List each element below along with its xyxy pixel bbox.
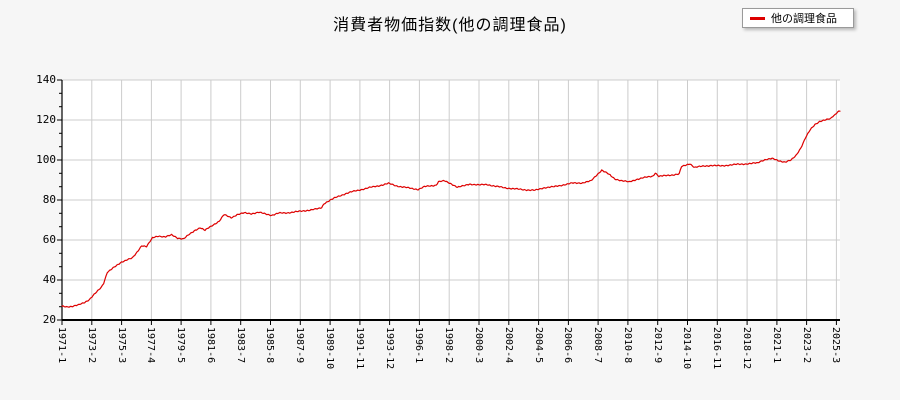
x-tick-label: 1996-1	[413, 327, 425, 364]
x-tick-label: 1989-10	[324, 327, 336, 370]
x-tick-label: 2018-12	[741, 327, 753, 370]
x-tick-label: 2016-11	[711, 327, 723, 370]
x-tick-label: 1983-7	[234, 327, 246, 364]
legend-line-swatch	[750, 16, 765, 20]
x-tick-label: 1987-9	[294, 327, 306, 364]
y-tick-label: 100	[36, 153, 56, 166]
y-tick-label: 120	[36, 113, 56, 126]
x-tick-label: 1985-8	[264, 327, 276, 364]
x-tick-label: 2008-7	[592, 327, 604, 364]
plot-area	[57, 79, 841, 325]
x-tick-label: 1975-3	[115, 327, 127, 364]
y-tick-label: 60	[42, 233, 56, 246]
x-tick-label: 1981-6	[204, 327, 216, 364]
x-tick-label: 2021-1	[770, 327, 782, 364]
x-tick-label: 2012-9	[651, 327, 663, 364]
x-tick-label: 2025-3	[830, 327, 842, 364]
x-tick-label: 2023-2	[800, 327, 812, 364]
y-tick-label: 140	[36, 73, 56, 86]
series-line	[61, 110, 841, 308]
y-tick-label: 40	[42, 273, 56, 286]
x-tick-label: 2006-6	[562, 327, 574, 364]
x-tick-label: 1993-12	[383, 327, 395, 370]
chart-svg	[57, 79, 841, 325]
y-tick-label: 20	[42, 313, 56, 326]
x-tick-label: 1977-4	[145, 327, 157, 364]
x-tick-label: 1991-11	[353, 327, 365, 370]
chart-title: 消費者物価指数(他の調理食品)	[333, 17, 567, 34]
x-tick-label: 2010-8	[621, 327, 633, 364]
legend-series-label: 他の調理食品	[771, 13, 837, 25]
legend-box: 他の調理食品	[742, 8, 854, 28]
x-tick-label: 2004-5	[532, 327, 544, 364]
x-tick-label: 1998-2	[443, 327, 455, 364]
x-tick-label: 2000-3	[472, 327, 484, 364]
x-tick-label: 1973-2	[85, 327, 97, 364]
x-tick-label: 1979-5	[175, 327, 187, 364]
x-tick-label: 2014-10	[681, 327, 693, 370]
x-tick-label: 1971-1	[56, 327, 67, 364]
y-tick-label: 80	[42, 193, 56, 206]
x-tick-label: 2002-4	[502, 327, 514, 364]
